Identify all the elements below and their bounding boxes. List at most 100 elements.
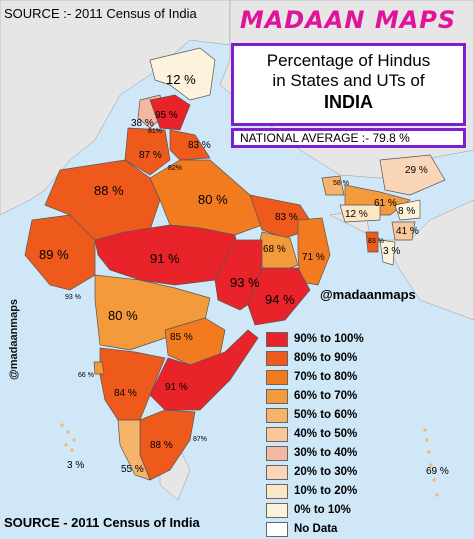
value-jk: 12 % [166, 72, 196, 87]
legend-swatch [266, 350, 288, 366]
legend-row: 0% to 10% [266, 501, 364, 519]
legend-swatch [266, 502, 288, 518]
value-jharkhand: 68 % [263, 244, 286, 255]
brand-logo: MADAAN MAPS [239, 6, 457, 34]
state-gujarat [24, 214, 96, 291]
legend-swatch [266, 407, 288, 423]
legend-swatch [266, 483, 288, 499]
title-line1: Percentage of Hindus [266, 51, 431, 70]
value-uttarakhand: 83 % [188, 140, 211, 151]
state-chhattisgarh [214, 239, 263, 311]
state-jammu-kashmir [149, 47, 216, 101]
legend-row: 30% to 40% [266, 444, 364, 462]
value-hp: 95 % [155, 110, 178, 121]
value-ap: 91 % [165, 382, 188, 393]
value-tripura: 83 % [368, 238, 384, 245]
value-mp: 91 % [150, 251, 180, 266]
state-nagaland [394, 199, 421, 221]
legend-row: 40% to 50% [266, 425, 364, 443]
state-sikkim [321, 175, 345, 196]
value-andaman: 69 % [426, 466, 449, 477]
state-meghalaya [339, 204, 381, 223]
state-mizoram [379, 239, 396, 266]
legend-row: No Data [266, 520, 364, 538]
state-uttar-pradesh [149, 159, 263, 236]
state-andhra-pradesh [149, 329, 259, 411]
value-kerala: 55 % [121, 464, 144, 475]
state-himachal [149, 94, 191, 131]
value-sikkim: 58 % [333, 180, 349, 187]
handle-label: @madaanmaps [320, 287, 416, 302]
legend-label: 60% to 70% [294, 390, 358, 402]
value-nagaland: 8 % [398, 206, 416, 217]
state-odisha [247, 267, 311, 326]
value-lakshadweep: 3 % [67, 460, 85, 471]
state-kerala [117, 419, 151, 481]
value-odisha: 94 % [265, 292, 295, 307]
legend-row: 70% to 80% [266, 368, 364, 386]
legend: 90% to 100% 80% to 90% 70% to 80% 60% to 70… [266, 330, 364, 539]
value-puducherry: 87% [193, 436, 208, 443]
value-gujarat: 89 % [39, 247, 69, 262]
value-ladakh-tiny: 81% [148, 128, 163, 135]
legend-row: 60% to 70% [266, 387, 364, 405]
legend-swatch [266, 426, 288, 442]
legend-label: 50% to 60% [294, 409, 358, 421]
national-average: NATIONAL AVERAGE :- 79.8 % [231, 128, 466, 148]
value-ladakh-small: 38 % [131, 118, 154, 129]
value-maharashtra: 80 % [108, 308, 138, 323]
value-punjab-haryana: 87 % [139, 150, 162, 161]
legend-swatch [266, 388, 288, 404]
legend-label: 0% to 10% [294, 504, 351, 516]
value-rajasthan: 88 % [94, 183, 124, 198]
legend-label: 90% to 100% [294, 333, 364, 345]
value-karnataka: 84 % [114, 388, 137, 399]
andaman-nicobar-islands [423, 428, 439, 497]
value-arunachal: 29 % [405, 165, 428, 176]
value-up: 80 % [198, 192, 228, 207]
title-line3: INDIA [324, 92, 373, 112]
legend-swatch [266, 464, 288, 480]
value-telangana: 85 % [170, 332, 193, 343]
lakshadweep-islands [60, 423, 76, 452]
value-dnh: 93 % [65, 294, 81, 301]
source-top: SOURCE :- 2011 Census of India [4, 6, 197, 21]
legend-swatch [266, 521, 288, 537]
state-uttarakhand [169, 129, 211, 161]
state-west-bengal [297, 217, 331, 286]
state-arunachal [379, 154, 446, 196]
legend-label: 30% to 40% [294, 447, 358, 459]
legend-swatch [266, 445, 288, 461]
handle-vertical: @madaanmaps [8, 298, 20, 380]
legend-row: 90% to 100% [266, 330, 364, 348]
value-bihar: 83 % [275, 212, 298, 223]
value-tn: 88 % [150, 440, 173, 451]
legend-row: 50% to 60% [266, 406, 364, 424]
title-box: Percentage of Hindus in States and UTs o… [231, 43, 466, 126]
value-assam: 61 % [374, 198, 397, 209]
legend-label: 40% to 50% [294, 428, 358, 440]
state-goa [93, 361, 105, 375]
value-goa: 66 % [78, 372, 94, 379]
legend-label: No Data [294, 523, 338, 535]
value-chandigarh: 82% [168, 165, 183, 172]
source-bottom: SOURCE - 2011 Census of India [4, 515, 200, 530]
legend-row: 20% to 30% [266, 463, 364, 481]
state-manipur [391, 221, 416, 241]
value-chhattisgarh: 93 % [230, 275, 260, 290]
legend-label: 80% to 90% [294, 352, 358, 364]
state-punjab-haryana [124, 127, 171, 176]
value-meghalaya: 12 % [345, 209, 368, 220]
value-wb: 71 % [302, 252, 325, 263]
title-line2: in States and UTs of [272, 71, 425, 90]
state-tripura [365, 231, 379, 253]
legend-label: 20% to 30% [294, 466, 358, 478]
legend-row: 80% to 90% [266, 349, 364, 367]
legend-row: 10% to 20% [266, 482, 364, 500]
value-mizoram: 3 % [383, 246, 401, 257]
legend-swatch [266, 331, 288, 347]
legend-label: 10% to 20% [294, 485, 358, 497]
value-manipur: 41 % [396, 226, 419, 237]
legend-swatch [266, 369, 288, 385]
